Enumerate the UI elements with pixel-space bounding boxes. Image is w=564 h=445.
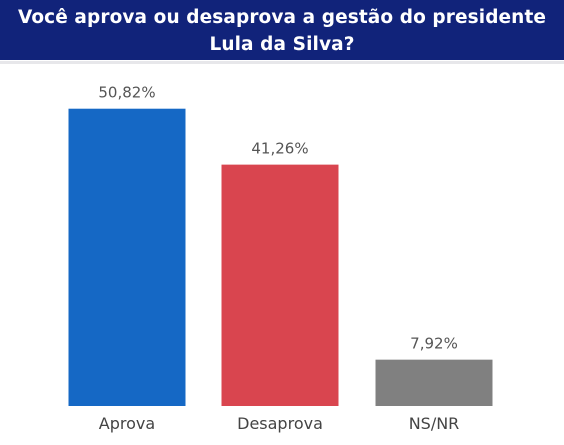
chart-title-banner: Você aprova ou desaprova a gestão do pre… (0, 0, 564, 61)
category-tick-label: Aprova (99, 414, 155, 433)
bar-desaprova (221, 164, 339, 406)
chart-title: Você aprova ou desaprova a gestão do pre… (0, 4, 564, 58)
category-tick-label: NS/NR (409, 414, 460, 433)
chart-title-line-1: Você aprova ou desaprova a gestão do pre… (17, 7, 547, 28)
category-tick-label: Desaprova (237, 414, 323, 433)
chart-title-line-2: Lula da Silva? (209, 34, 355, 55)
data-label: 50,82% (98, 84, 155, 102)
bar-ns-nr (375, 359, 493, 406)
data-label: 7,92% (410, 335, 458, 353)
data-label: 41,26% (251, 140, 308, 158)
bar-aprova (68, 108, 186, 406)
